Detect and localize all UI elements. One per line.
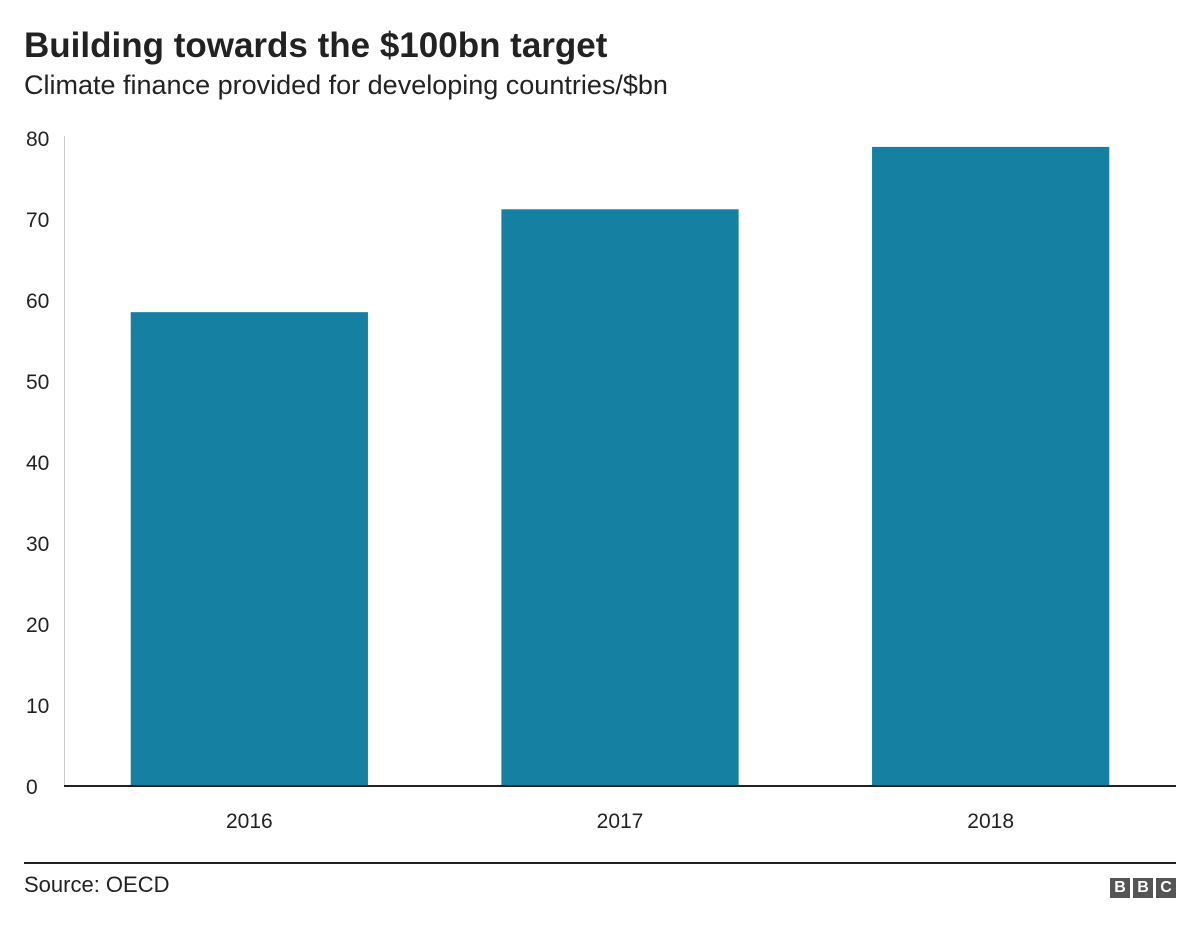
y-tick-label: 60 xyxy=(26,290,49,313)
bars xyxy=(130,146,1110,786)
bar-chart: 0 10 20 30 40 50 60 70 80 2016 2017 2018 xyxy=(26,128,1176,833)
chart-title: Building towards the $100bn target xyxy=(24,26,608,65)
logo-letter: C xyxy=(1156,878,1176,898)
y-tick-label: 40 xyxy=(26,452,49,475)
bar-2018 xyxy=(872,146,1110,786)
x-tick-label: 2018 xyxy=(967,810,1014,833)
y-tick-label: 50 xyxy=(26,371,49,394)
x-tick-label: 2017 xyxy=(597,810,644,833)
x-tick-label: 2016 xyxy=(226,810,273,833)
source-note: Source: OECD xyxy=(24,872,170,897)
chart-subtitle: Climate finance provided for developing … xyxy=(24,70,668,100)
y-tick-label: 80 xyxy=(26,128,49,151)
bbc-logo: B B C xyxy=(1110,878,1176,898)
y-tick-label: 0 xyxy=(26,776,38,799)
footer-divider xyxy=(24,862,1176,864)
y-tick-labels: 0 10 20 30 40 50 60 70 80 xyxy=(26,128,49,799)
y-tick-label: 30 xyxy=(26,533,49,556)
bar-2017 xyxy=(501,209,739,786)
logo-letter: B xyxy=(1110,878,1130,898)
logo-letter: B xyxy=(1133,878,1153,898)
y-tick-label: 10 xyxy=(26,695,49,718)
bar-2016 xyxy=(130,312,368,786)
y-tick-label: 20 xyxy=(26,614,49,637)
y-tick-label: 70 xyxy=(26,209,49,232)
x-tick-labels: 2016 2017 2018 xyxy=(226,810,1014,833)
